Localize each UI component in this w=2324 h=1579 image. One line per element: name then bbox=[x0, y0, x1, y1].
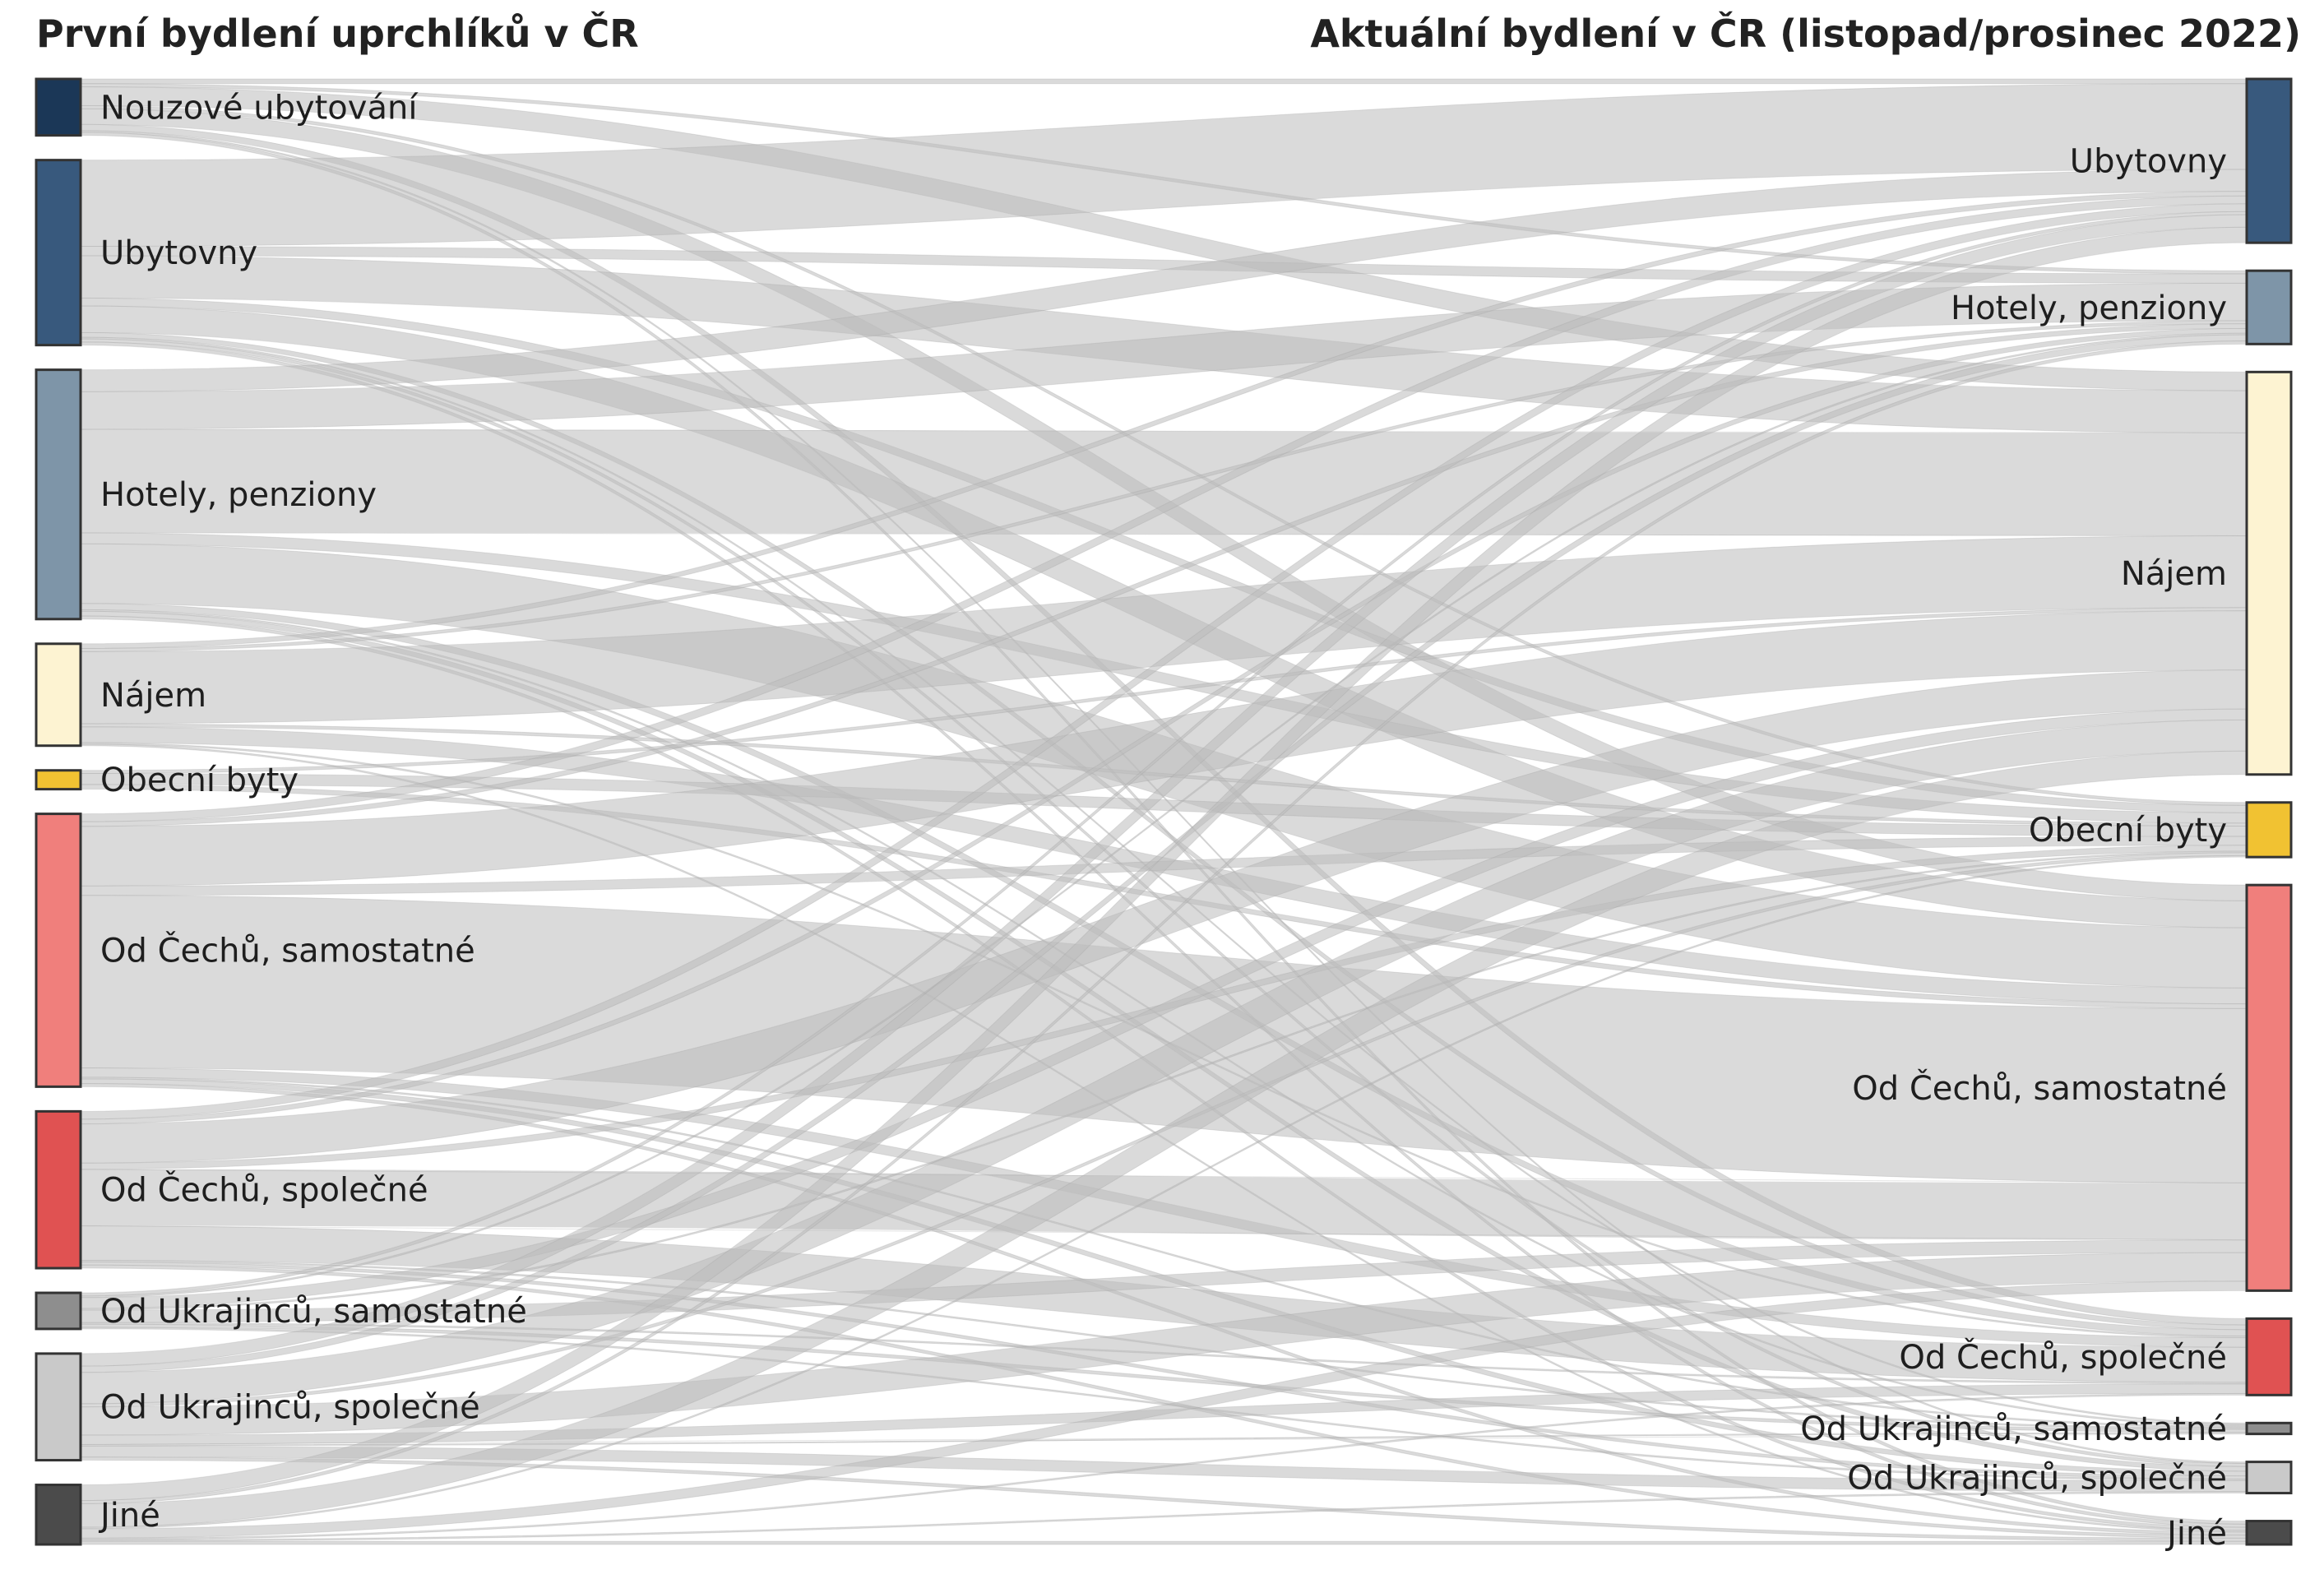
left-node-label-2: Hotely, penziony bbox=[100, 476, 377, 514]
right-node-0 bbox=[2245, 77, 2293, 244]
left-node-0 bbox=[35, 77, 82, 137]
flow-link-L0-R0 bbox=[80, 78, 2248, 85]
left-node-label-8: Od Ukrajinců, společné bbox=[100, 1389, 480, 1427]
left-node-label-9: Jiné bbox=[98, 1497, 160, 1535]
left-node-label-3: Nájem bbox=[100, 677, 206, 715]
left-node-4 bbox=[35, 769, 82, 791]
right-node-label-4: Od Čechů, samostatné bbox=[1852, 1068, 2227, 1108]
links-layer bbox=[80, 78, 2248, 1545]
flow-link-L9-R8 bbox=[80, 1540, 2248, 1545]
left-node-label-7: Od Ukrajinců, samostatné bbox=[100, 1293, 527, 1331]
left-node-5 bbox=[35, 813, 82, 1088]
nodes-layer bbox=[35, 77, 2293, 1546]
labels-layer: Nouzové ubytování Ubytovny Hotely, penzion… bbox=[98, 89, 2227, 1552]
left-node-label-1: Ubytovny bbox=[100, 234, 257, 272]
right-node-1 bbox=[2245, 269, 2293, 345]
right-node-3 bbox=[2245, 801, 2293, 859]
left-node-7 bbox=[35, 1291, 82, 1331]
left-node-label-4: Obecní byty bbox=[100, 762, 299, 799]
right-node-4 bbox=[2245, 883, 2293, 1292]
left-node-label-5: Od Čechů, samostatné bbox=[100, 930, 475, 970]
right-node-label-2: Nájem bbox=[2121, 555, 2227, 593]
right-node-2 bbox=[2245, 370, 2293, 776]
right-node-8 bbox=[2245, 1520, 2293, 1546]
right-node-7 bbox=[2245, 1461, 2293, 1495]
left-node-label-6: Od Čechů, společné bbox=[100, 1170, 428, 1210]
left-node-label-0: Nouzové ubytování bbox=[100, 89, 419, 127]
left-node-9 bbox=[35, 1484, 82, 1546]
flow-link-L2-R2 bbox=[80, 428, 2248, 537]
right-node-label-3: Obecní byty bbox=[2029, 812, 2227, 850]
left-node-1 bbox=[35, 159, 82, 347]
right-node-label-7: Od Ukrajinců, společné bbox=[1847, 1460, 2227, 1498]
right-node-label-8: Jiné bbox=[2164, 1515, 2227, 1553]
right-node-6 bbox=[2245, 1421, 2293, 1436]
right-node-label-6: Od Ukrajinců, samostatné bbox=[1800, 1410, 2227, 1448]
left-node-8 bbox=[35, 1352, 82, 1462]
right-node-label-1: Hotely, penziony bbox=[1951, 289, 2227, 327]
right-node-5 bbox=[2245, 1317, 2293, 1396]
left-node-6 bbox=[35, 1109, 82, 1270]
right-node-label-5: Od Čechů, společné bbox=[1899, 1337, 2227, 1377]
right-column-title: Aktuální bydlení v ČR (listopad/prosinec… bbox=[1310, 12, 2301, 56]
right-node-label-0: Ubytovny bbox=[2070, 143, 2227, 181]
left-column-title: První bydlení uprchlíků v ČR bbox=[36, 12, 639, 56]
left-node-2 bbox=[35, 368, 82, 621]
left-node-3 bbox=[35, 642, 82, 748]
